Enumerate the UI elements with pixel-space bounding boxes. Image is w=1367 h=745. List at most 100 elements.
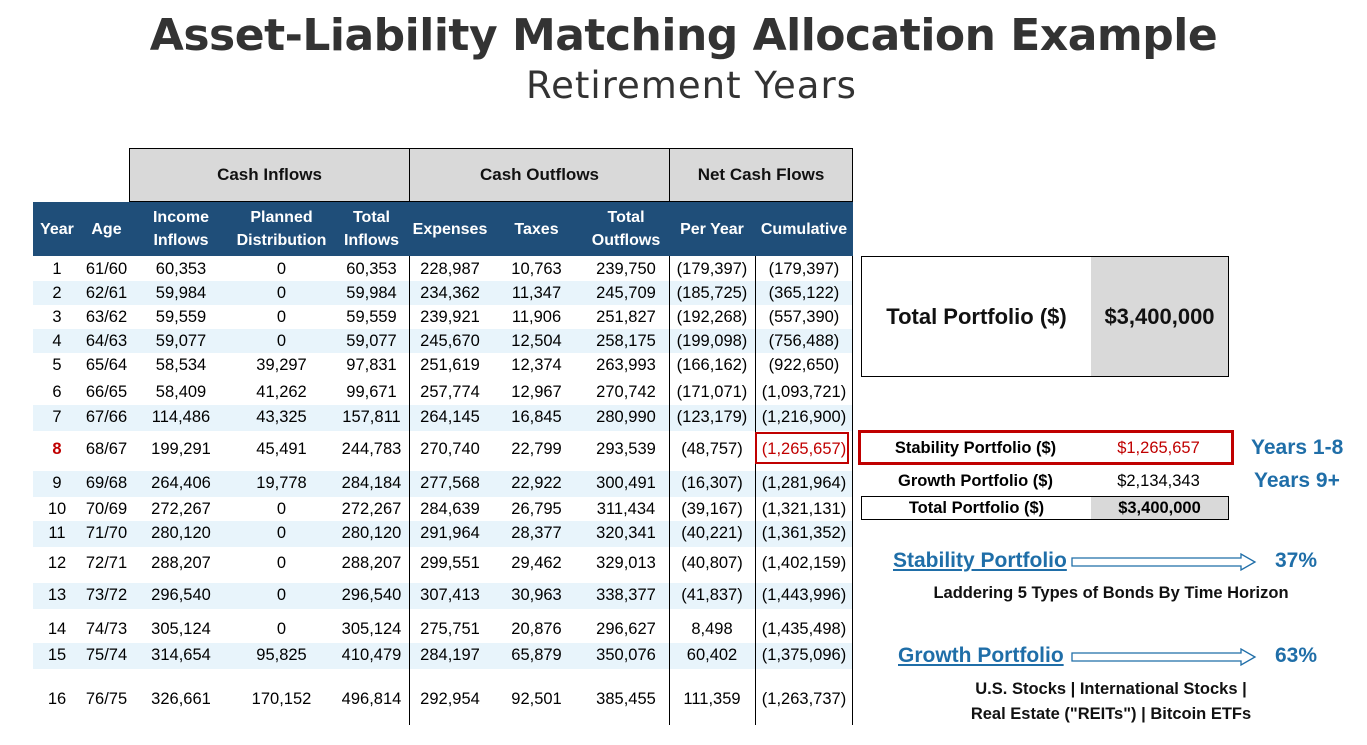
page-title: Asset-Liability Matching Allocation Exam… bbox=[149, 10, 1218, 61]
total-portfolio-box: Total Portfolio ($) $3,400,000 bbox=[861, 256, 1229, 377]
cell-total-inflows: 99,671 bbox=[346, 382, 397, 401]
growth-arrow-icon bbox=[1071, 648, 1257, 666]
row-band bbox=[33, 329, 853, 353]
cell-age: 72/71 bbox=[85, 553, 128, 572]
cell-income-inflows: 314,654 bbox=[151, 645, 211, 664]
growth-years-label: Years 9+ bbox=[1254, 469, 1340, 492]
cell-age: 67/66 bbox=[85, 407, 128, 426]
cell-total-outflows: 293,539 bbox=[596, 439, 656, 458]
cell-total-outflows: 300,491 bbox=[596, 473, 656, 492]
cell-age: 71/70 bbox=[85, 523, 128, 542]
cell-per-year: (192,268) bbox=[676, 307, 748, 326]
cell-total-outflows: 258,175 bbox=[596, 331, 656, 350]
column-header-age: Age bbox=[91, 220, 122, 238]
cell-planned-distribution: 0 bbox=[276, 283, 287, 302]
cell-per-year: (123,179) bbox=[676, 407, 748, 426]
cell-age: 76/75 bbox=[85, 689, 128, 708]
stability-portfolio-row: Stability Portfolio ($) $1,265,657 bbox=[861, 436, 1229, 460]
cell-per-year: 8,498 bbox=[691, 619, 733, 638]
cell-taxes: 12,967 bbox=[511, 382, 562, 401]
cell-taxes: 11,347 bbox=[511, 283, 562, 302]
cell-expenses: 228,987 bbox=[420, 259, 480, 278]
cell-taxes: 12,374 bbox=[511, 355, 562, 374]
cell-age: 62/61 bbox=[85, 283, 128, 302]
cell-total-inflows: 157,811 bbox=[342, 407, 401, 426]
cell-per-year: (40,807) bbox=[681, 553, 743, 572]
cell-taxes: 92,501 bbox=[511, 689, 562, 708]
growth-portfolio-value: $2,134,343 bbox=[1117, 471, 1200, 490]
cell-total-inflows: 272,267 bbox=[341, 499, 402, 518]
cell-total-inflows: 244,783 bbox=[341, 439, 402, 458]
cell-year: 6 bbox=[52, 382, 62, 401]
cell-age: 74/73 bbox=[85, 619, 128, 638]
cell-expenses: 239,921 bbox=[420, 307, 480, 326]
row-band bbox=[33, 471, 853, 497]
cell-age: 68/67 bbox=[85, 439, 128, 458]
cell-cumulative: (1,265,657) bbox=[761, 439, 847, 458]
cell-cumulative: (1,093,721) bbox=[761, 382, 847, 401]
cumulative-highlight bbox=[755, 432, 849, 464]
column-header-planned-distribution: Planned Distribution bbox=[236, 209, 327, 249]
cell-per-year: (199,098) bbox=[676, 331, 748, 350]
cell-total-inflows: 97,831 bbox=[346, 355, 397, 374]
cell-total-inflows: 410,479 bbox=[341, 645, 402, 664]
total-portfolio-label: Total Portfolio ($) bbox=[886, 303, 1067, 329]
cell-income-inflows: 272,267 bbox=[151, 499, 211, 518]
cell-age: 65/64 bbox=[85, 355, 128, 374]
cell-age: 61/60 bbox=[85, 259, 128, 278]
cell-income-inflows: 60,353 bbox=[155, 259, 207, 278]
cell-planned-distribution: 0 bbox=[276, 307, 287, 326]
cell-taxes: 10,763 bbox=[511, 259, 562, 278]
row-band bbox=[33, 643, 853, 669]
column-header-cumulative: Cumulative bbox=[760, 220, 848, 238]
cell-total-outflows: 239,750 bbox=[596, 259, 656, 278]
cell-cumulative: (557,390) bbox=[768, 307, 840, 326]
cell-total-outflows: 296,627 bbox=[596, 619, 656, 638]
group-header-cash-outflows: Cash Outflows bbox=[409, 148, 670, 202]
cell-planned-distribution: 19,778 bbox=[256, 473, 307, 492]
cell-taxes: 28,377 bbox=[511, 523, 562, 542]
column-header-expenses: Expenses bbox=[412, 220, 488, 238]
cell-total-inflows: 284,184 bbox=[341, 473, 402, 492]
cell-planned-distribution: 0 bbox=[276, 619, 287, 638]
cell-taxes: 16,845 bbox=[511, 407, 562, 426]
cell-income-inflows: 114,486 bbox=[151, 407, 211, 426]
total-portfolio-value: $3,400,000 bbox=[1091, 257, 1228, 376]
cell-cumulative: (1,216,900) bbox=[761, 407, 847, 426]
cell-taxes: 65,879 bbox=[511, 645, 562, 664]
total-portfolio-row-value: $3,400,000 bbox=[1091, 497, 1228, 519]
cell-year: 16 bbox=[47, 689, 67, 708]
cell-year: 10 bbox=[47, 499, 67, 518]
row-band bbox=[33, 405, 853, 431]
growth-portfolio-link[interactable]: Growth Portfolio bbox=[898, 644, 1064, 667]
cell-expenses: 251,619 bbox=[420, 355, 480, 374]
cell-planned-distribution: 0 bbox=[276, 553, 287, 572]
cell-age: 64/63 bbox=[85, 331, 128, 350]
cell-cumulative: (1,361,352) bbox=[761, 523, 847, 542]
cell-per-year: (39,167) bbox=[681, 499, 743, 518]
cell-total-outflows: 263,993 bbox=[596, 355, 656, 374]
cell-cumulative: (1,375,096) bbox=[761, 645, 847, 664]
cell-total-outflows: 385,455 bbox=[596, 689, 656, 708]
stability-portfolio-link[interactable]: Stability Portfolio bbox=[893, 549, 1067, 572]
cell-total-inflows: 496,814 bbox=[341, 689, 402, 708]
cell-planned-distribution: 0 bbox=[276, 585, 287, 604]
total-portfolio-row-label: Total Portfolio ($) bbox=[908, 498, 1045, 517]
cell-expenses: 245,670 bbox=[420, 331, 480, 350]
cell-income-inflows: 59,077 bbox=[155, 331, 207, 350]
cell-expenses: 299,551 bbox=[420, 553, 480, 572]
cell-year: 2 bbox=[52, 283, 62, 302]
cell-expenses: 284,197 bbox=[420, 645, 480, 664]
column-header-taxes: Taxes bbox=[514, 220, 559, 238]
cell-total-inflows: 59,559 bbox=[346, 307, 397, 326]
cell-year: 13 bbox=[47, 585, 67, 604]
cell-age: 73/72 bbox=[85, 585, 128, 604]
cell-taxes: 30,963 bbox=[511, 585, 562, 604]
cell-expenses: 292,954 bbox=[420, 689, 480, 708]
cell-total-inflows: 280,120 bbox=[341, 523, 402, 542]
cell-total-outflows: 320,341 bbox=[596, 523, 656, 542]
stability-arrow-icon bbox=[1071, 553, 1257, 571]
cell-per-year: (179,397) bbox=[676, 259, 748, 278]
cell-cumulative: (922,650) bbox=[768, 355, 840, 374]
cell-year: 12 bbox=[47, 553, 67, 572]
